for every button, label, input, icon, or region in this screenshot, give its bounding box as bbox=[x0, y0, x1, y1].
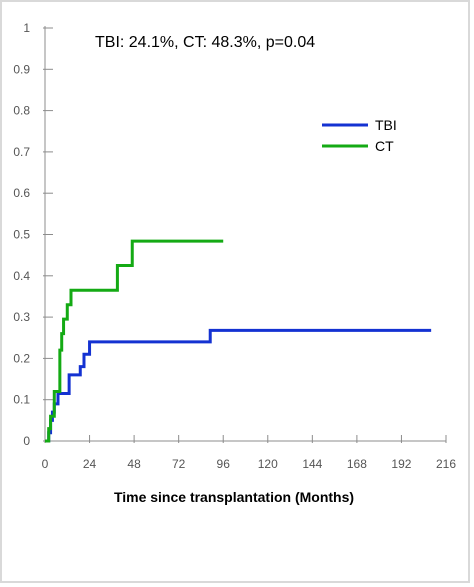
x-tick-label: 168 bbox=[347, 457, 367, 471]
y-tick-label: 0.7 bbox=[13, 145, 30, 159]
series-line-tbi bbox=[45, 328, 432, 443]
y-tick-label: 0.1 bbox=[13, 393, 30, 407]
y-tick-label: 0.3 bbox=[13, 310, 30, 324]
x-axis-label: Time since transplantation (Months) bbox=[114, 489, 354, 505]
x-tick-label: 192 bbox=[391, 457, 411, 471]
legend-label-tbi: TBI bbox=[375, 117, 397, 133]
legend: TBI CT bbox=[322, 117, 397, 154]
x-tick-label: 72 bbox=[172, 457, 186, 471]
x-tick-label: 216 bbox=[436, 457, 456, 471]
x-tick-label: 120 bbox=[258, 457, 278, 471]
x-tick-label: 24 bbox=[83, 457, 97, 471]
series-layer bbox=[45, 239, 432, 443]
x-tick-label: 48 bbox=[127, 457, 141, 471]
legend-label-ct: CT bbox=[375, 138, 394, 154]
x-tick-label: 144 bbox=[302, 457, 322, 471]
y-tick-label: 0.8 bbox=[13, 104, 30, 118]
y-tick-label: 0.9 bbox=[13, 62, 30, 76]
series-line-ct bbox=[45, 239, 224, 443]
x-tick-label: 0 bbox=[42, 457, 49, 471]
y-tick-label: 0.2 bbox=[13, 351, 30, 365]
stats-annotation: TBI: 24.1%, CT: 48.3%, p=0.04 bbox=[95, 34, 315, 51]
y-tick-label: 0.5 bbox=[13, 228, 30, 242]
y-tick-label: 0.6 bbox=[13, 186, 30, 200]
y-tick-label: 1 bbox=[23, 21, 30, 35]
x-tick-label: 96 bbox=[217, 457, 231, 471]
y-tick-label: 0 bbox=[23, 434, 30, 448]
y-tick-label: 0.4 bbox=[13, 269, 30, 283]
axes: 0 0.1 0.2 0.3 0.4 0.5 0.6 0.7 0.8 0.9 1 0 24 48 72 96 12… bbox=[13, 21, 456, 471]
